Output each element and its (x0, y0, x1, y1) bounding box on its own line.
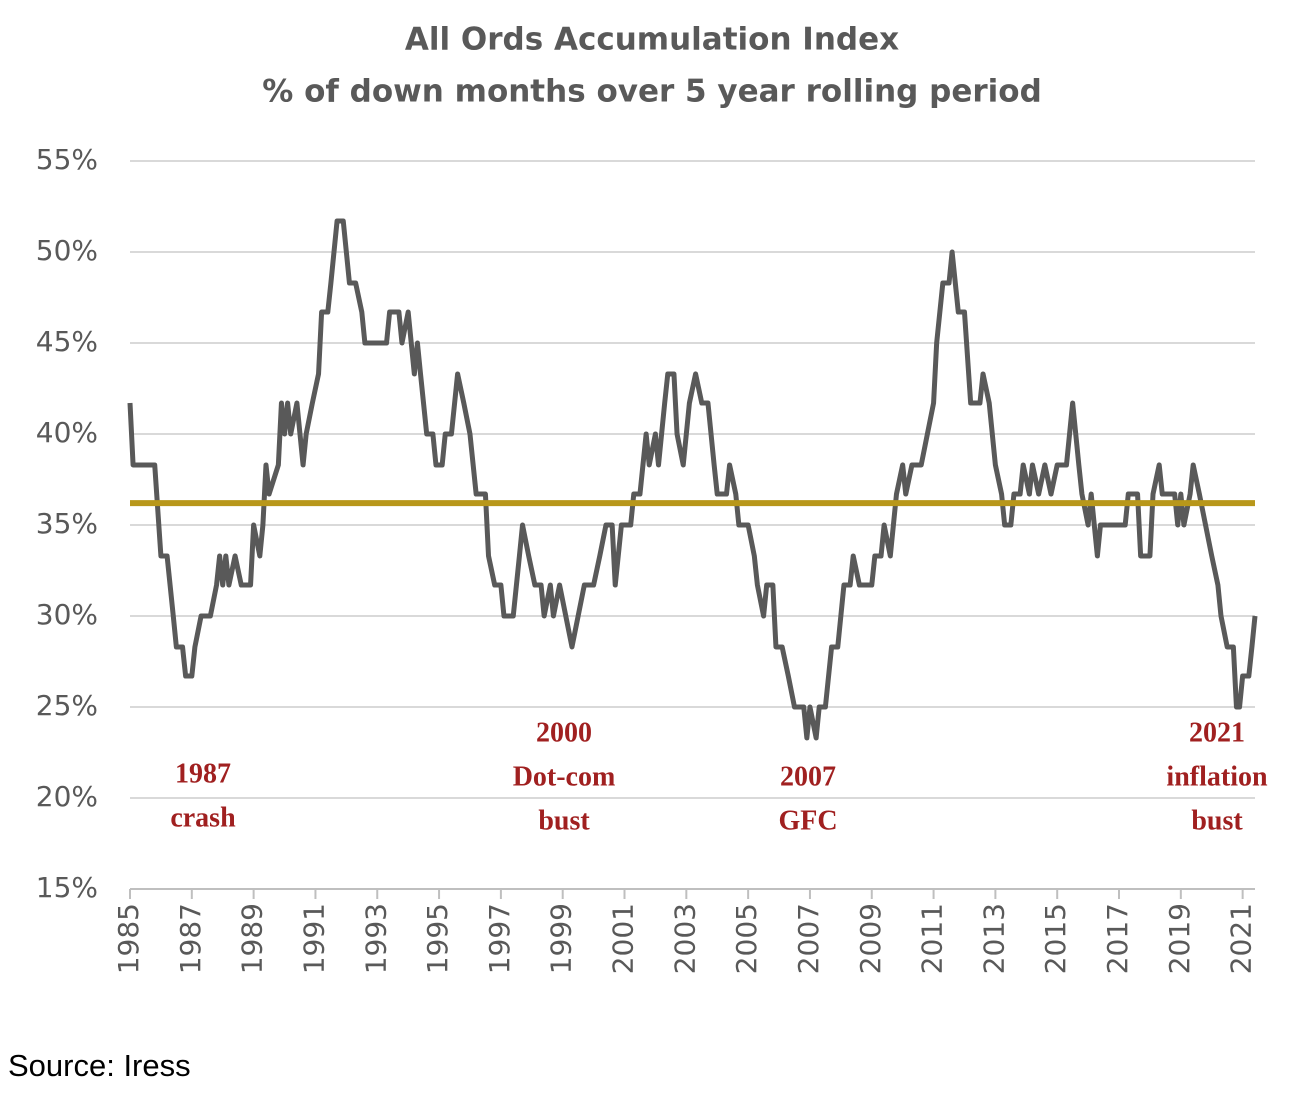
x-tick-label: 2003 (668, 903, 701, 974)
annotation: 2000 (536, 717, 592, 748)
y-tick-label: 30% (36, 598, 98, 631)
x-tick-label: 2007 (792, 903, 825, 974)
x-tick-label: 2011 (916, 903, 949, 974)
x-tick-label: 1993 (359, 903, 392, 974)
annotation: Dot-com (513, 761, 616, 792)
y-tick-label: 25% (36, 689, 98, 722)
chart-subtitle: % of down months over 5 year rolling per… (262, 74, 1042, 110)
x-tick-label: 2015 (1039, 903, 1072, 974)
x-tick-label: 2017 (1101, 903, 1134, 974)
y-tick-label: 35% (36, 507, 98, 540)
x-tick-label: 1995 (421, 903, 454, 974)
source: Source: Iress (8, 1048, 191, 1083)
annotation: 1987 (175, 758, 231, 789)
chart-title: All Ords Accumulation Index (405, 22, 899, 58)
y-tick-label: 15% (36, 871, 98, 904)
x-tick-label: 2019 (1163, 903, 1196, 974)
y-tick-label: 20% (36, 780, 98, 813)
x-tick-label: 1989 (236, 903, 269, 974)
y-tick-label: 40% (36, 416, 98, 449)
annotation: 2007 (780, 761, 836, 792)
x-tick-label: 1985 (112, 903, 145, 974)
x-tick-label: 2009 (854, 903, 887, 974)
annotation: 2021 (1189, 717, 1245, 748)
y-tick-label: 55% (36, 143, 98, 176)
x-tick-label: 2001 (607, 903, 640, 974)
x-tick-label: 2005 (730, 903, 763, 974)
x-tick-label: 1987 (174, 903, 207, 974)
y-tick-label: 45% (36, 325, 98, 358)
x-tick-label: 2013 (977, 903, 1010, 974)
y-tick-label: 50% (36, 234, 98, 267)
x-tick-label: 1997 (483, 903, 516, 974)
line (127, 218, 1258, 741)
x-tick-label: 2021 (1225, 903, 1258, 974)
annotation: GFC (778, 805, 837, 836)
annotation: bust (538, 805, 590, 836)
annotation: inflation (1166, 761, 1268, 792)
x-tick-label: 1999 (545, 903, 578, 974)
x-tick-label: 1991 (297, 903, 330, 974)
annotation: crash (170, 802, 236, 833)
annotation: bust (1191, 805, 1243, 836)
